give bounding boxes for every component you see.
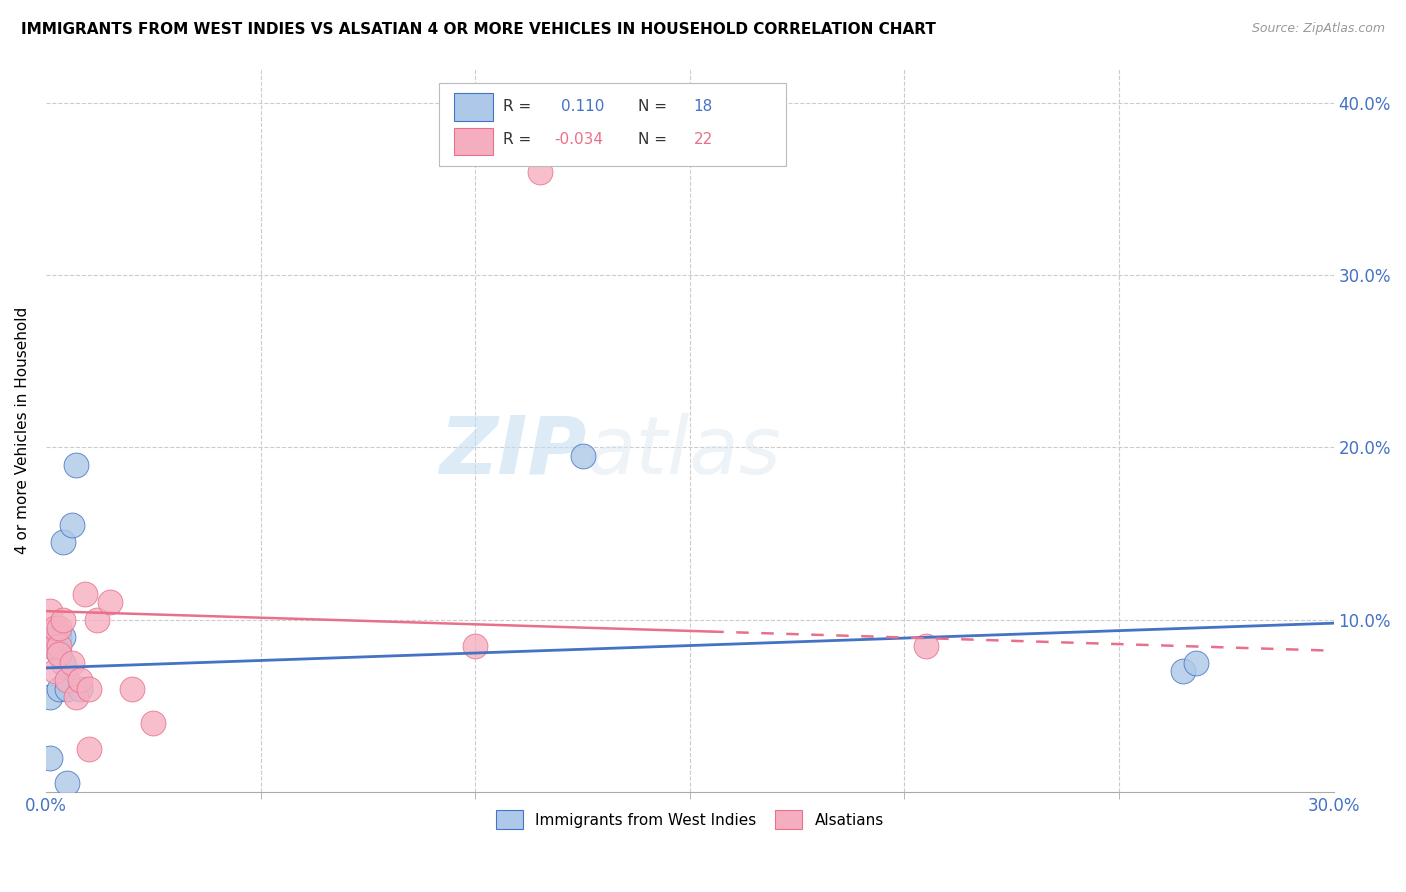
Text: N =: N = — [638, 99, 668, 114]
Point — [1173, 665, 1195, 679]
Point — [571, 449, 593, 463]
Point — [44, 630, 66, 644]
FancyBboxPatch shape — [439, 83, 786, 166]
Point — [48, 681, 70, 696]
Point — [52, 656, 75, 670]
Point — [69, 681, 91, 696]
Point — [56, 681, 79, 696]
Point — [1185, 656, 1208, 670]
Text: atlas: atlas — [586, 413, 782, 491]
Point — [60, 656, 83, 670]
Text: Source: ZipAtlas.com: Source: ZipAtlas.com — [1251, 22, 1385, 36]
Point — [39, 604, 62, 618]
Point — [52, 613, 75, 627]
Point — [77, 742, 100, 756]
Y-axis label: 4 or more Vehicles in Household: 4 or more Vehicles in Household — [15, 307, 30, 554]
Text: IMMIGRANTS FROM WEST INDIES VS ALSATIAN 4 OR MORE VEHICLES IN HOUSEHOLD CORRELAT: IMMIGRANTS FROM WEST INDIES VS ALSATIAN … — [21, 22, 936, 37]
Point — [60, 518, 83, 533]
Point — [48, 647, 70, 661]
Point — [65, 690, 87, 705]
Text: N =: N = — [638, 132, 668, 147]
Legend: Immigrants from West Indies, Alsatians: Immigrants from West Indies, Alsatians — [489, 804, 890, 835]
Point — [52, 535, 75, 549]
Point — [39, 639, 62, 653]
Point — [44, 621, 66, 635]
Point — [56, 673, 79, 687]
Text: R =: R = — [503, 132, 531, 147]
Point — [44, 665, 66, 679]
Point — [48, 621, 70, 635]
Point — [44, 639, 66, 653]
Point — [48, 647, 70, 661]
Point — [86, 613, 108, 627]
Text: 0.110: 0.110 — [561, 99, 605, 114]
Point — [56, 776, 79, 790]
Text: ZIP: ZIP — [440, 413, 586, 491]
Text: 22: 22 — [693, 132, 713, 147]
Point — [48, 630, 70, 644]
Point — [98, 595, 121, 609]
FancyBboxPatch shape — [454, 93, 492, 120]
Text: -0.034: -0.034 — [554, 132, 603, 147]
Point — [39, 750, 62, 764]
FancyBboxPatch shape — [454, 128, 492, 155]
Point — [52, 630, 75, 644]
Point — [39, 690, 62, 705]
Text: R =: R = — [503, 99, 531, 114]
Point — [121, 681, 143, 696]
Point — [73, 587, 96, 601]
Point — [915, 639, 938, 653]
Text: 18: 18 — [693, 99, 713, 114]
Point — [464, 639, 486, 653]
Point — [142, 716, 165, 731]
Point — [77, 681, 100, 696]
Point — [65, 458, 87, 472]
Point — [69, 673, 91, 687]
Point — [529, 165, 551, 179]
Point — [48, 639, 70, 653]
